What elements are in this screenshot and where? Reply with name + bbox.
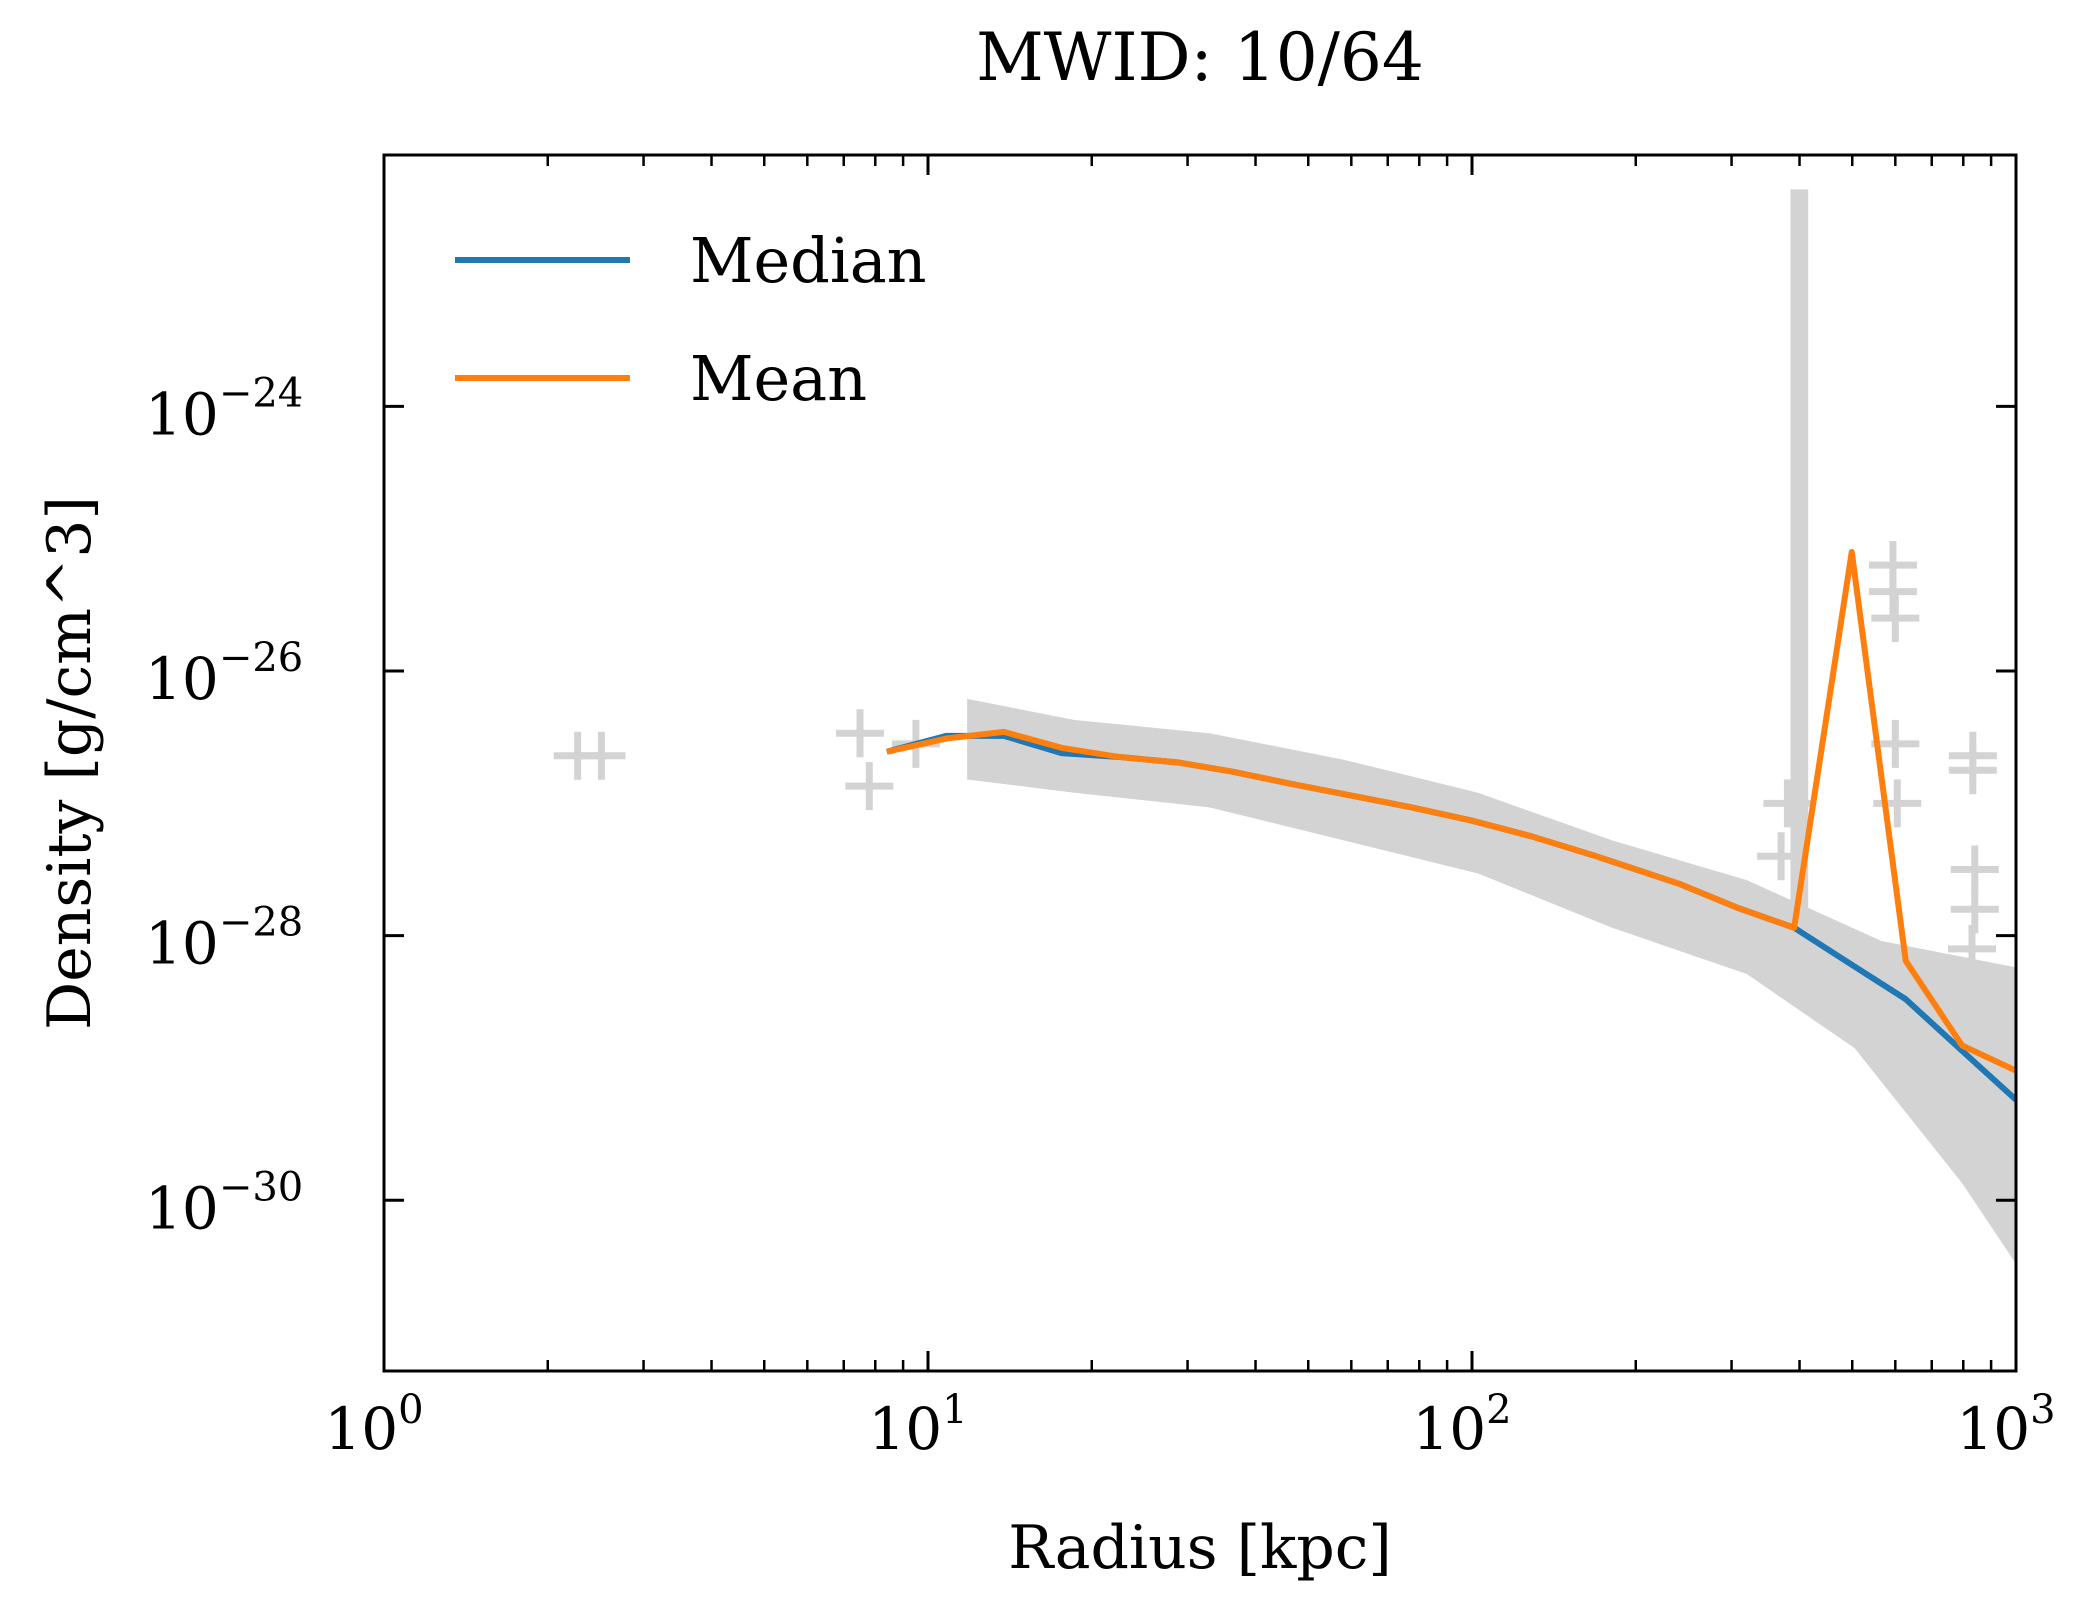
x-tick-label: 102 bbox=[1412, 1387, 1511, 1463]
y-tick-label: 10−24 bbox=[145, 370, 303, 448]
series-line-mean bbox=[886, 548, 2016, 1074]
plot-inner bbox=[553, 189, 2016, 1264]
scatter-point bbox=[1871, 594, 1920, 643]
x-tick-label: 101 bbox=[868, 1387, 967, 1463]
x-axis-label: Radius [kpc] bbox=[1008, 1513, 1392, 1583]
scatter-point bbox=[1948, 746, 1997, 795]
y-tick-label: 10−28 bbox=[145, 900, 303, 978]
scatter-envelope bbox=[967, 698, 2016, 1264]
scatter-spike bbox=[1790, 189, 1809, 936]
plot-frame bbox=[382, 153, 2018, 1373]
scatter-point bbox=[1763, 779, 1812, 828]
legend-label-mean: Mean bbox=[690, 342, 867, 415]
chart-title: MWID: 10/64 bbox=[976, 19, 1424, 96]
scatter-point bbox=[845, 762, 894, 811]
y-tick-label: 10−26 bbox=[145, 635, 303, 713]
scatter-point bbox=[1873, 779, 1922, 828]
x-tick-label: 103 bbox=[1956, 1387, 2055, 1463]
legend: Median Mean bbox=[455, 224, 927, 415]
y-tick-label: 10−30 bbox=[145, 1164, 303, 1242]
x-tick-label: 100 bbox=[324, 1387, 423, 1463]
scatter-point bbox=[836, 709, 885, 758]
plot-area: 100 101 102 103 10−24 10−26 10−28 10−30 bbox=[145, 153, 2056, 1463]
y-axis-label: Density [g/cm^3] bbox=[35, 496, 105, 1030]
scatter-point bbox=[577, 731, 626, 780]
legend-label-median: Median bbox=[690, 224, 927, 297]
scatter-point bbox=[1947, 924, 1996, 973]
scatter-point bbox=[1757, 832, 1806, 881]
